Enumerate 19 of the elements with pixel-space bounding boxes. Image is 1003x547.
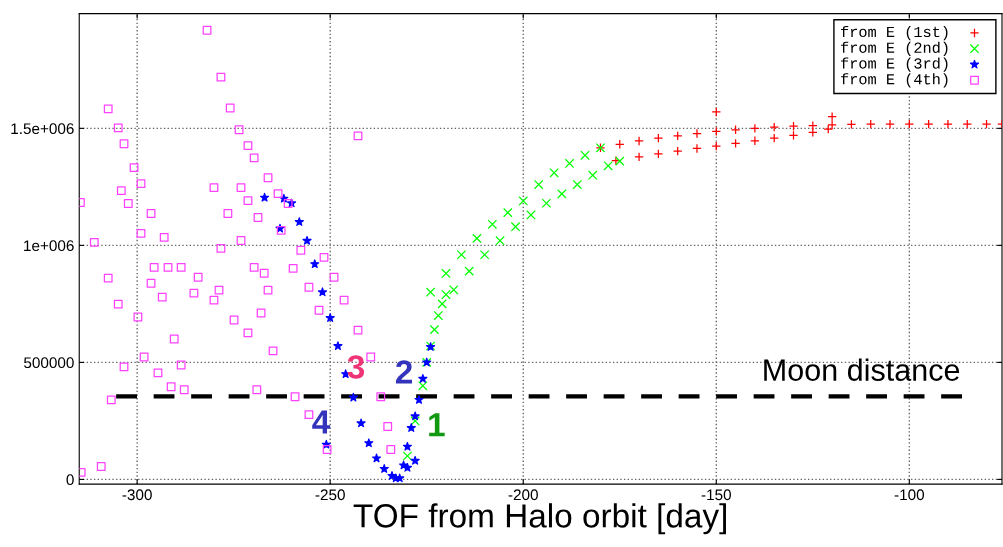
annotation: 1 <box>429 413 445 437</box>
y-tick-label: 1e+006 <box>24 240 74 252</box>
annotation: 3 <box>347 355 365 379</box>
legend-label: from E (1st) <box>841 25 948 41</box>
y-tick-label: 0 <box>66 474 74 486</box>
legend-label: from E (3rd) <box>841 57 948 72</box>
y-tick-label: 1.5e+006 <box>11 123 74 135</box>
x-tick-label: -200 <box>508 489 538 501</box>
y-tick-label: 500000 <box>24 357 74 369</box>
x-tick-label: -300 <box>122 489 152 501</box>
annotation: 2 <box>395 360 412 384</box>
legend-label: from E (2nd) <box>841 41 948 56</box>
x-tick-label: -150 <box>701 489 731 501</box>
legend-label: from E (4th) <box>841 73 948 88</box>
x-tick-label: -100 <box>894 489 925 501</box>
annotation: 4 <box>312 410 331 434</box>
x-tick-label: -250 <box>315 489 345 501</box>
x-axis-title: TOF from Halo orbit [day] <box>353 503 726 535</box>
legend-label: Moon distance <box>764 358 960 381</box>
